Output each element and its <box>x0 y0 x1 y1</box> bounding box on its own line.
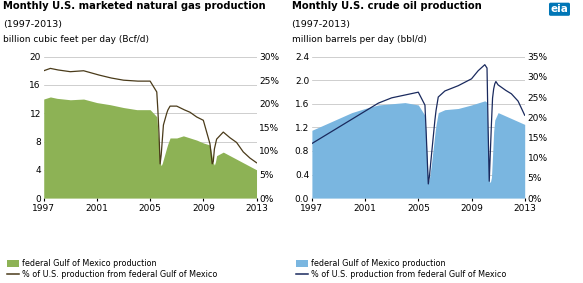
Text: eia: eia <box>550 4 568 14</box>
Legend: federal Gulf of Mexico production, % of U.S. production from federal Gulf of Mex: federal Gulf of Mexico production, % of … <box>296 259 506 279</box>
Text: million barrels per day (bbl/d): million barrels per day (bbl/d) <box>292 35 426 44</box>
Text: Monthly U.S. marketed natural gas production: Monthly U.S. marketed natural gas produc… <box>3 1 265 11</box>
Text: billion cubic feet per day (Bcf/d): billion cubic feet per day (Bcf/d) <box>3 35 149 44</box>
Legend: federal Gulf of Mexico production, % of U.S. production from federal Gulf of Mex: federal Gulf of Mexico production, % of … <box>7 259 217 279</box>
Text: (1997-2013): (1997-2013) <box>3 20 62 29</box>
Text: Monthly U.S. crude oil production: Monthly U.S. crude oil production <box>292 1 481 11</box>
Text: (1997-2013): (1997-2013) <box>292 20 350 29</box>
